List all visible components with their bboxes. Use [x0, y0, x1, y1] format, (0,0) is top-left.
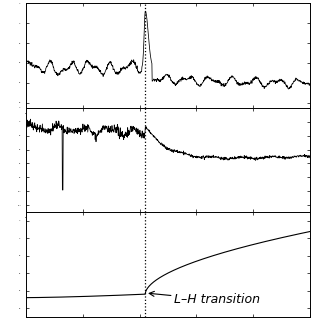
Text: L–H transition: L–H transition: [149, 292, 260, 307]
